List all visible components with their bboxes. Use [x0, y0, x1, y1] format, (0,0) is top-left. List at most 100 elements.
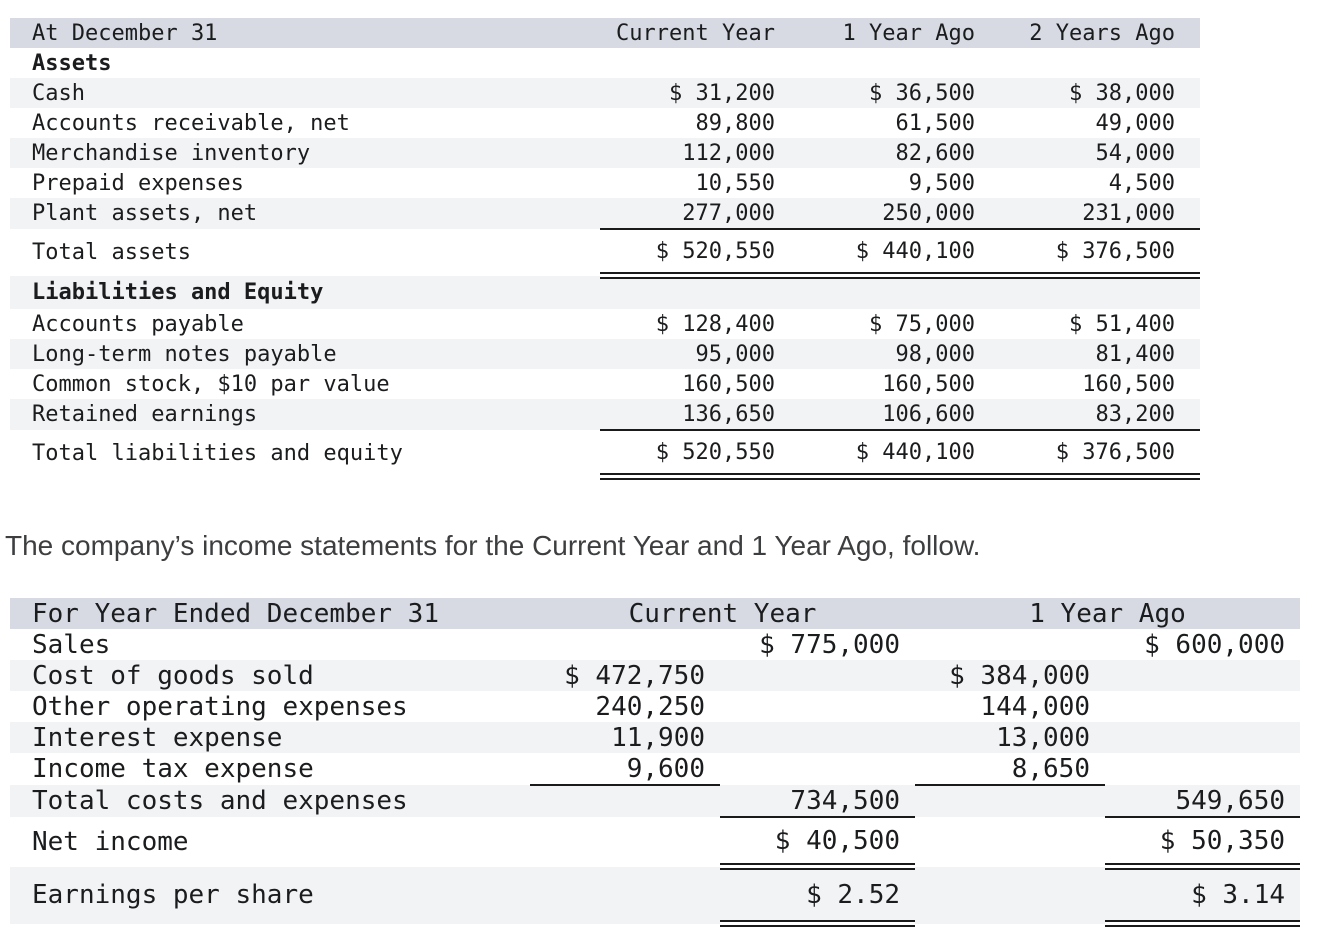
- cell-empty: [915, 817, 1105, 867]
- table-row-prepaid-expenses: Prepaid expenses 10,550 9,500 4,500: [10, 168, 1200, 198]
- row-label: Accounts receivable, net: [32, 110, 350, 136]
- value-2-years-ago: 49,000: [1095, 110, 1175, 136]
- table-row-earnings-per-share: Earnings per share $ 2.52 $ 3.14: [10, 866, 1301, 927]
- table-row-total-costs-expenses: Total costs and expenses 734,500 549,650: [10, 785, 1301, 818]
- value-1-year-ago: 250,000: [800, 198, 1000, 230]
- row-label: Retained earnings: [10, 399, 600, 430]
- value-1-year-ago: 61,500: [895, 110, 975, 136]
- cell-empty: [800, 48, 1000, 78]
- value-1-year-ago: $ 440,100: [800, 430, 1000, 480]
- value-current-year: $ 128,400: [655, 311, 775, 337]
- cell-empty: [720, 722, 915, 753]
- cell-empty: [530, 817, 720, 867]
- column-header-current-year: Current Year: [600, 18, 800, 48]
- value-current-year-detail: 9,600: [530, 753, 720, 786]
- income-statement-table: For Year Ended December 31 Current Year …: [10, 598, 1301, 927]
- row-label: Earnings per share: [10, 866, 530, 924]
- value-1-year-ago: 82,600: [800, 138, 1000, 168]
- section-header-assets: Assets: [10, 48, 1200, 78]
- row-label: Common stock, $10 par value: [32, 371, 390, 397]
- table-row-retained-earnings: Retained earnings 136,650 106,600 83,200: [10, 399, 1200, 431]
- value-1-year-ago: 106,600: [800, 399, 1000, 431]
- table-row-sales: Sales $ 775,000 $ 600,000: [10, 629, 1300, 660]
- cell-empty: [530, 785, 720, 817]
- table-row-merchandise-inventory: Merchandise inventory 112,000 82,600 54,…: [10, 138, 1200, 168]
- row-label: Total assets: [32, 239, 191, 265]
- row-label: Plant assets, net: [10, 198, 600, 229]
- row-label: Long-term notes payable: [10, 339, 600, 369]
- table-row-cost-of-goods-sold: Cost of goods sold $ 472,750 $ 384,000: [10, 660, 1301, 691]
- value-current-year: 95,000: [600, 339, 800, 369]
- value-current-year: 89,800: [695, 110, 775, 136]
- row-label: Cost of goods sold: [10, 660, 530, 691]
- value-2-years-ago: $ 51,400: [1069, 311, 1175, 337]
- cell-empty: [720, 691, 915, 722]
- cell-empty: [530, 629, 720, 660]
- table-row-long-term-notes: Long-term notes payable 95,000 98,000 81…: [10, 339, 1200, 369]
- table-row-total-liabilities-equity: Total liabilities and equity $ 520,550 $…: [10, 430, 1200, 480]
- value-1-year-ago-total: $ 600,000: [1144, 629, 1286, 660]
- value-2-years-ago: 81,400: [1000, 339, 1200, 369]
- value-1-year-ago-detail: 13,000: [915, 722, 1105, 753]
- income-statement-header-row: For Year Ended December 31 Current Year …: [10, 598, 1301, 629]
- value-1-year-ago-detail: 8,650: [915, 753, 1105, 786]
- cell-empty: [600, 48, 800, 78]
- table-row-accounts-receivable: Accounts receivable, net 89,800 61,500 4…: [10, 108, 1200, 138]
- value-1-year-ago-detail: 144,000: [980, 691, 1090, 722]
- cell-empty: [1105, 691, 1300, 722]
- table-row-accounts-payable: Accounts payable $ 128,400 $ 75,000 $ 51…: [10, 309, 1200, 339]
- row-label: Total liabilities and equity: [32, 440, 403, 466]
- value-current-year: 10,550: [695, 170, 775, 196]
- row-label: Merchandise inventory: [10, 138, 600, 168]
- value-2-years-ago: 160,500: [1082, 371, 1175, 397]
- table-row-interest-expense: Interest expense 11,900 13,000: [10, 722, 1301, 753]
- value-current-year-detail: $ 472,750: [530, 660, 720, 691]
- value-current-year-total: $ 775,000: [759, 629, 900, 660]
- cell-empty: [1105, 660, 1301, 691]
- value-current-year-total: $ 2.52: [720, 866, 915, 927]
- section-title: Liabilities and Equity: [10, 275, 600, 309]
- value-2-years-ago: 83,200: [1000, 399, 1200, 431]
- cell-empty: [915, 866, 1105, 924]
- column-header-current-year: Current Year: [530, 598, 915, 629]
- value-current-year: $ 520,550: [600, 430, 800, 480]
- row-label: Cash: [10, 78, 600, 108]
- value-current-year: $ 520,550: [600, 229, 800, 279]
- value-2-years-ago: 4,500: [1108, 170, 1175, 196]
- value-1-year-ago: 9,500: [908, 170, 975, 196]
- table-row-plant-assets: Plant assets, net 277,000 250,000 231,00…: [10, 198, 1200, 230]
- cell-empty: [720, 660, 915, 691]
- cell-empty: [530, 866, 720, 924]
- value-1-year-ago: 160,500: [882, 371, 975, 397]
- value-current-year: 112,000: [600, 138, 800, 168]
- table-row-cash: Cash $ 31,200 $ 36,500 $ 38,000: [10, 78, 1200, 108]
- cell-empty: [1105, 753, 1300, 785]
- section-title: Assets: [32, 50, 112, 76]
- income-statement-title: For Year Ended December 31: [10, 598, 530, 629]
- cell-empty: [915, 629, 1105, 660]
- balance-sheet-table: At December 31 Current Year 1 Year Ago 2…: [10, 18, 1200, 480]
- value-1-year-ago-detail: $ 384,000: [915, 660, 1105, 691]
- value-current-year: $ 31,200: [600, 78, 800, 108]
- value-current-year: 136,650: [600, 399, 800, 431]
- column-header-2-years-ago: 2 Years Ago: [1000, 18, 1200, 48]
- table-row-income-tax-expense: Income tax expense 9,600 8,650: [10, 753, 1300, 786]
- value-current-year-total: $ 40,500: [720, 817, 915, 870]
- balance-sheet-title: At December 31: [10, 18, 600, 48]
- value-2-years-ago: $ 376,500: [1000, 430, 1200, 480]
- value-current-year-total: 734,500: [720, 785, 915, 818]
- value-1-year-ago-total: $ 3.14: [1105, 866, 1301, 927]
- cell-empty: [600, 275, 800, 309]
- row-label: Net income: [32, 826, 189, 857]
- value-2-years-ago: $ 38,000: [1000, 78, 1200, 108]
- value-1-year-ago: $ 440,100: [800, 229, 1000, 279]
- value-2-years-ago: 231,000: [1000, 198, 1200, 230]
- table-row-other-operating-expenses: Other operating expenses 240,250 144,000: [10, 691, 1300, 722]
- section-header-liabilities-equity: Liabilities and Equity: [10, 275, 1200, 309]
- intro-paragraph: The company’s income statements for the …: [5, 530, 981, 561]
- row-label: Interest expense: [10, 722, 530, 753]
- cell-empty: [800, 275, 1000, 309]
- row-label: Accounts payable: [32, 311, 244, 337]
- cell-empty: [1000, 48, 1200, 78]
- value-current-year-detail: 240,250: [595, 691, 705, 722]
